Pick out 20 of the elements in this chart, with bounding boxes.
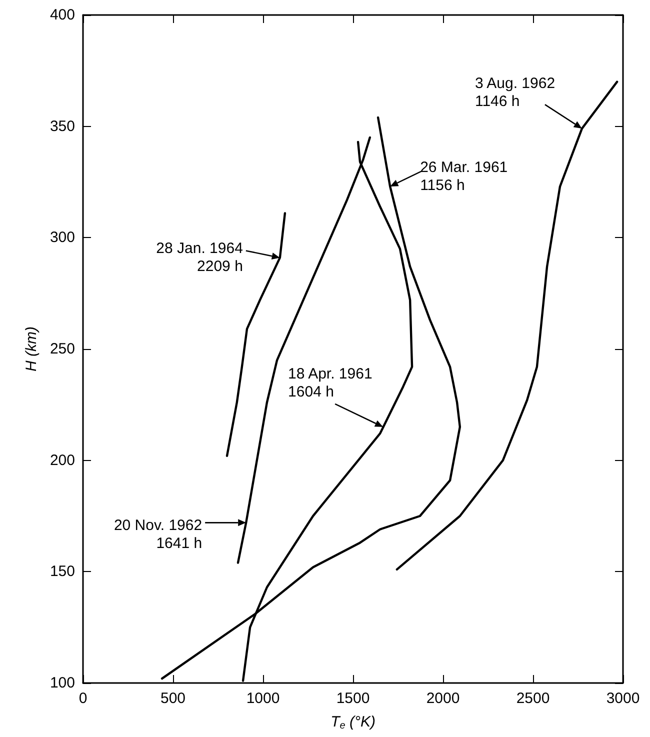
annotation: 26 Mar. 1961 1156 h	[420, 158, 508, 194]
x-tick-label: 1000	[246, 690, 280, 707]
x-tick-label: 2000	[426, 690, 460, 707]
y-tick-label: 350	[50, 118, 75, 135]
x-tick-label: 2500	[516, 690, 550, 707]
y-axis-title: H (km)	[23, 326, 40, 372]
x-tick-label: 0	[78, 690, 88, 707]
y-tick-label: 250	[50, 340, 75, 358]
y-tick-label: 100	[50, 674, 75, 692]
x-tick-label: 1500	[336, 690, 370, 707]
annotation: 20 Nov. 1962 1641 h	[114, 517, 202, 552]
annotation: 3 Aug. 1962 1146 h	[474, 75, 556, 110]
y-tick-label: 150	[50, 563, 75, 580]
annotation: 18 Apr. 1961 1604 h	[288, 365, 372, 400]
y-tick-label: 300	[50, 229, 75, 246]
y-tick-label: 400	[50, 6, 75, 24]
y-tick-label: 200	[50, 452, 75, 469]
annotation: 28 Jan. 1964 2209 h	[156, 240, 243, 276]
x-tick-label: 500	[160, 690, 186, 707]
x-tick-label: 3000	[606, 690, 640, 707]
